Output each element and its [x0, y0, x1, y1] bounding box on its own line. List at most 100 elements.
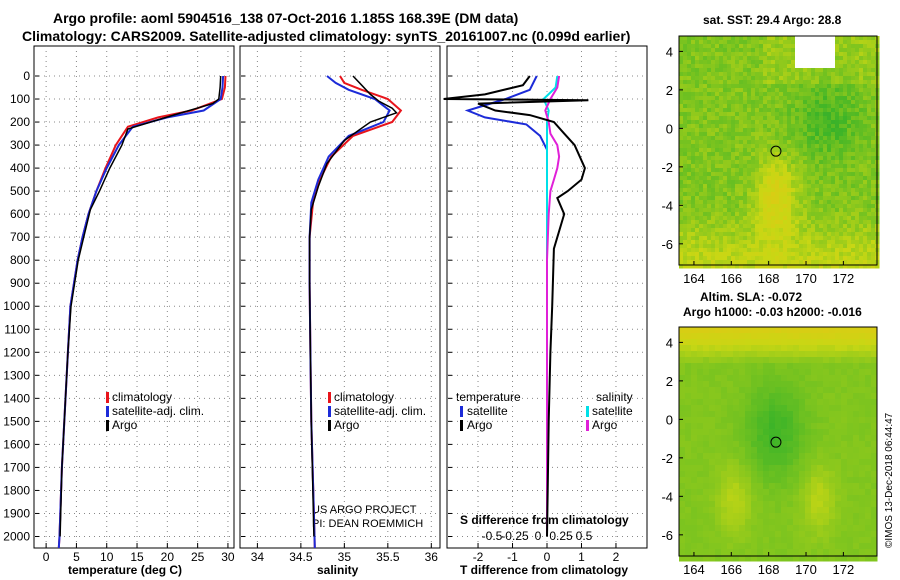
sst-map-cell — [739, 76, 744, 81]
sla-map-cell — [859, 417, 866, 424]
sst-map-cell — [767, 88, 772, 93]
sst-map-cell — [679, 180, 684, 185]
sst-map-cell — [767, 224, 772, 229]
sst-map-cell — [803, 200, 808, 205]
sst-map-cell — [823, 104, 828, 109]
sst-map-cell — [743, 36, 748, 41]
sst-map-cell — [739, 216, 744, 221]
sst-map-cell — [835, 116, 840, 121]
sst-map-cell — [799, 88, 804, 93]
sla-map-cell — [685, 489, 692, 496]
sst-map-cell — [707, 52, 712, 57]
sst-map-cell — [783, 164, 788, 169]
sst-map-cell — [679, 188, 684, 193]
sst-map-cell — [799, 152, 804, 157]
sst-map-cell — [843, 264, 848, 269]
sla-map-cell — [859, 459, 866, 466]
sst-map-cell — [687, 112, 692, 117]
sla-map-cell — [709, 357, 716, 364]
sst-map-cell — [827, 232, 832, 237]
sst-map-cell — [719, 192, 724, 197]
sst-map-cell — [871, 232, 876, 237]
sst-map-cell — [755, 80, 760, 85]
sst-map-cell — [751, 36, 756, 41]
sst-map-cell — [723, 176, 728, 181]
sst-map-cell — [803, 128, 808, 133]
sst-map-cell — [703, 228, 708, 233]
sst-map-cell — [759, 220, 764, 225]
sst-map-cell — [823, 108, 828, 113]
sst-map-cell — [723, 152, 728, 157]
sla-map-cell — [775, 453, 782, 460]
sst-map-cell — [871, 236, 876, 241]
sst-map-cell — [719, 56, 724, 61]
sla-map-cell — [817, 525, 824, 532]
sla-map-cell — [817, 363, 824, 370]
sla-map-cell — [697, 327, 704, 334]
sla-map-cell — [751, 381, 758, 388]
sst-map-cell — [763, 100, 768, 105]
sst-map-cell — [723, 88, 728, 93]
sst-map-cell — [711, 96, 716, 101]
sst-map-cell — [707, 188, 712, 193]
sst-map-cell — [715, 36, 720, 41]
sla-map-cell — [865, 423, 872, 430]
sst-map-cell — [871, 188, 876, 193]
sla-map-cell — [733, 429, 740, 436]
sla-map-cell — [829, 417, 836, 424]
sst-map-cell — [871, 96, 876, 101]
sst-map-cell — [727, 100, 732, 105]
sst-map-cell — [835, 148, 840, 153]
sla-map-cell — [859, 333, 866, 340]
sst-map-cell — [815, 224, 820, 229]
sst-map-cell — [731, 116, 736, 121]
sla-map-cell — [697, 495, 704, 502]
sla-map-cell — [871, 429, 878, 436]
sst-map-cell — [839, 228, 844, 233]
sst-map-cell — [783, 104, 788, 109]
sla-map-cell — [721, 483, 728, 490]
sst-map-cell — [719, 204, 724, 209]
sst-map-cell — [679, 68, 684, 73]
sla-map-cell — [739, 507, 746, 514]
sst-map-cell — [767, 136, 772, 141]
sst-map-cell — [763, 236, 768, 241]
sst-map-cell — [699, 252, 704, 257]
sla-map-cell — [775, 417, 782, 424]
sla-map-cell — [763, 471, 770, 478]
sst-map-cell — [859, 112, 864, 117]
sst-map-cell — [871, 112, 876, 117]
sla-map-cell — [715, 501, 722, 508]
sla-map-cell — [817, 417, 824, 424]
sst-map-cell — [831, 48, 836, 53]
sst-map-cell — [827, 192, 832, 197]
sst-map-cell — [735, 120, 740, 125]
sla-map-cell — [697, 339, 704, 346]
sst-map-cell — [771, 244, 776, 249]
sst-map-cell — [707, 236, 712, 241]
sst-map-cell — [715, 108, 720, 113]
sla-map-cell — [733, 537, 740, 544]
sst-map-cell — [691, 108, 696, 113]
sal-x-tick-label: 36 — [425, 550, 439, 564]
sst-map-cell — [767, 264, 772, 269]
sla-map-cell — [799, 555, 806, 562]
sst-map-cell — [787, 148, 792, 153]
sst-map-cell — [803, 68, 808, 73]
sst-map-cell — [751, 152, 756, 157]
sla-map-cell — [859, 339, 866, 346]
sla-map-cell — [763, 435, 770, 442]
sla-map-cell — [805, 495, 812, 502]
sst-map-cell — [691, 172, 696, 177]
sst-map-cell — [783, 264, 788, 269]
sst-map-cell — [823, 156, 828, 161]
sst-map-cell — [807, 64, 812, 69]
sst-map-cell — [683, 164, 688, 169]
sst-map-cell — [747, 72, 752, 77]
sst-map-cell — [779, 60, 784, 65]
sst-map-cell — [803, 104, 808, 109]
sla-map-cell — [739, 399, 746, 406]
sst-map-cell — [695, 92, 700, 97]
sst-map-cell — [687, 156, 692, 161]
sst-map-cell — [783, 116, 788, 121]
